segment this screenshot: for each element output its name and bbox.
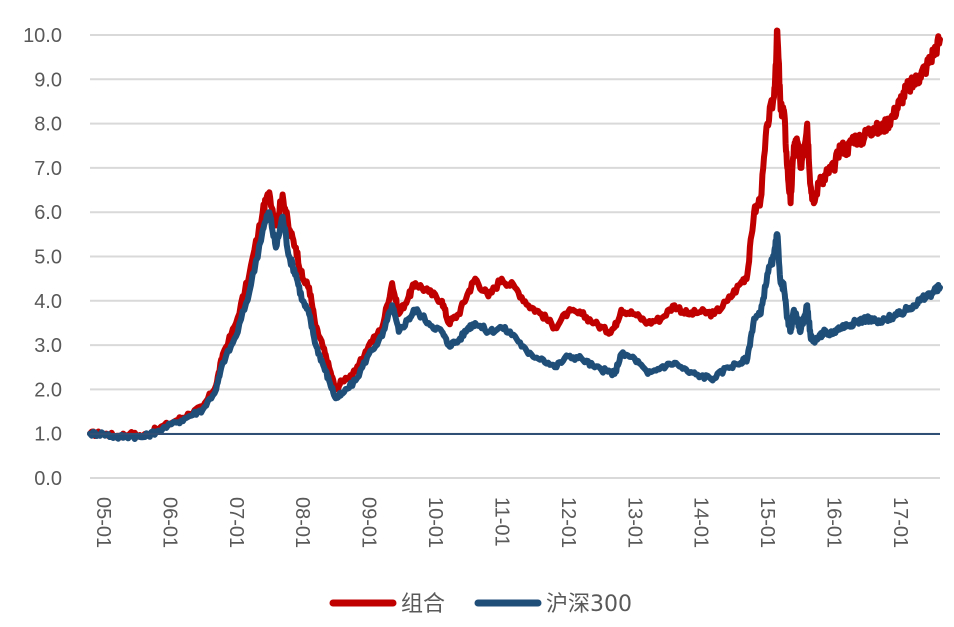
x-tick: 12-01 (557, 497, 579, 548)
y-tick-label: 6.0 (34, 202, 62, 224)
y-axis-tick-labels: 0.0 1.0 2.0 3.0 4.0 5.0 6.0 7.0 8.0 9.0 10.0 (23, 25, 62, 490)
legend-label-0: 组合 (401, 592, 445, 617)
x-tick: 13-01 (623, 497, 645, 548)
x-axis-tick-labels: 05-01 06-01 07-01 08-01 09-01 10-01 11-01 12-01… (92, 497, 911, 548)
y-tick-label: 0.0 (34, 468, 62, 490)
y-tick-label: 7.0 (34, 158, 62, 180)
series-lines (87, 27, 943, 442)
y-tick-label: 1.0 (34, 424, 62, 446)
x-tick-label: 05-01 (92, 497, 114, 548)
y-tick-label: 3.0 (34, 335, 62, 357)
x-tick-label: 16-01 (822, 497, 844, 548)
x-tick-label: 12-01 (557, 497, 579, 548)
x-tick: 09-01 (358, 497, 380, 548)
x-tick-label: 10-01 (424, 497, 446, 548)
x-tick-label: 15-01 (756, 497, 778, 548)
y-tick-label: 5.0 (34, 247, 62, 269)
legend: 组合 沪深300 (329, 592, 632, 617)
x-tick: 15-01 (756, 497, 778, 548)
series-line-1 (87, 209, 943, 442)
y-tick-label: 8.0 (34, 114, 62, 136)
x-tick-label: 17-01 (889, 497, 911, 548)
x-tick: 08-01 (291, 497, 313, 548)
x-tick-label: 13-01 (623, 497, 645, 548)
y-tick-label: 4.0 (34, 291, 62, 313)
x-tick-label: 14-01 (690, 497, 712, 548)
x-tick: 05-01 (92, 497, 114, 548)
x-tick: 14-01 (690, 497, 712, 548)
y-tick-label: 9.0 (34, 69, 62, 91)
x-tick-label: 11-01 (490, 497, 512, 547)
x-tick-label: 07-01 (225, 497, 247, 548)
x-tick: 17-01 (889, 497, 911, 548)
series-line-0 (87, 27, 943, 441)
gridlines (90, 34, 940, 479)
legend-label-1: 沪深300 (546, 592, 632, 617)
x-tick-label: 08-01 (291, 497, 313, 548)
x-tick: 16-01 (822, 497, 844, 548)
y-tick-label: 2.0 (34, 379, 62, 401)
x-tick: 06-01 (158, 497, 180, 548)
x-tick: 10-01 (424, 497, 446, 548)
x-tick-label: 06-01 (158, 497, 180, 548)
x-tick-label: 09-01 (358, 497, 380, 548)
x-tick: 11-01 (490, 497, 512, 547)
x-tick: 07-01 (225, 497, 247, 548)
y-tick-label: 10.0 (23, 25, 62, 47)
